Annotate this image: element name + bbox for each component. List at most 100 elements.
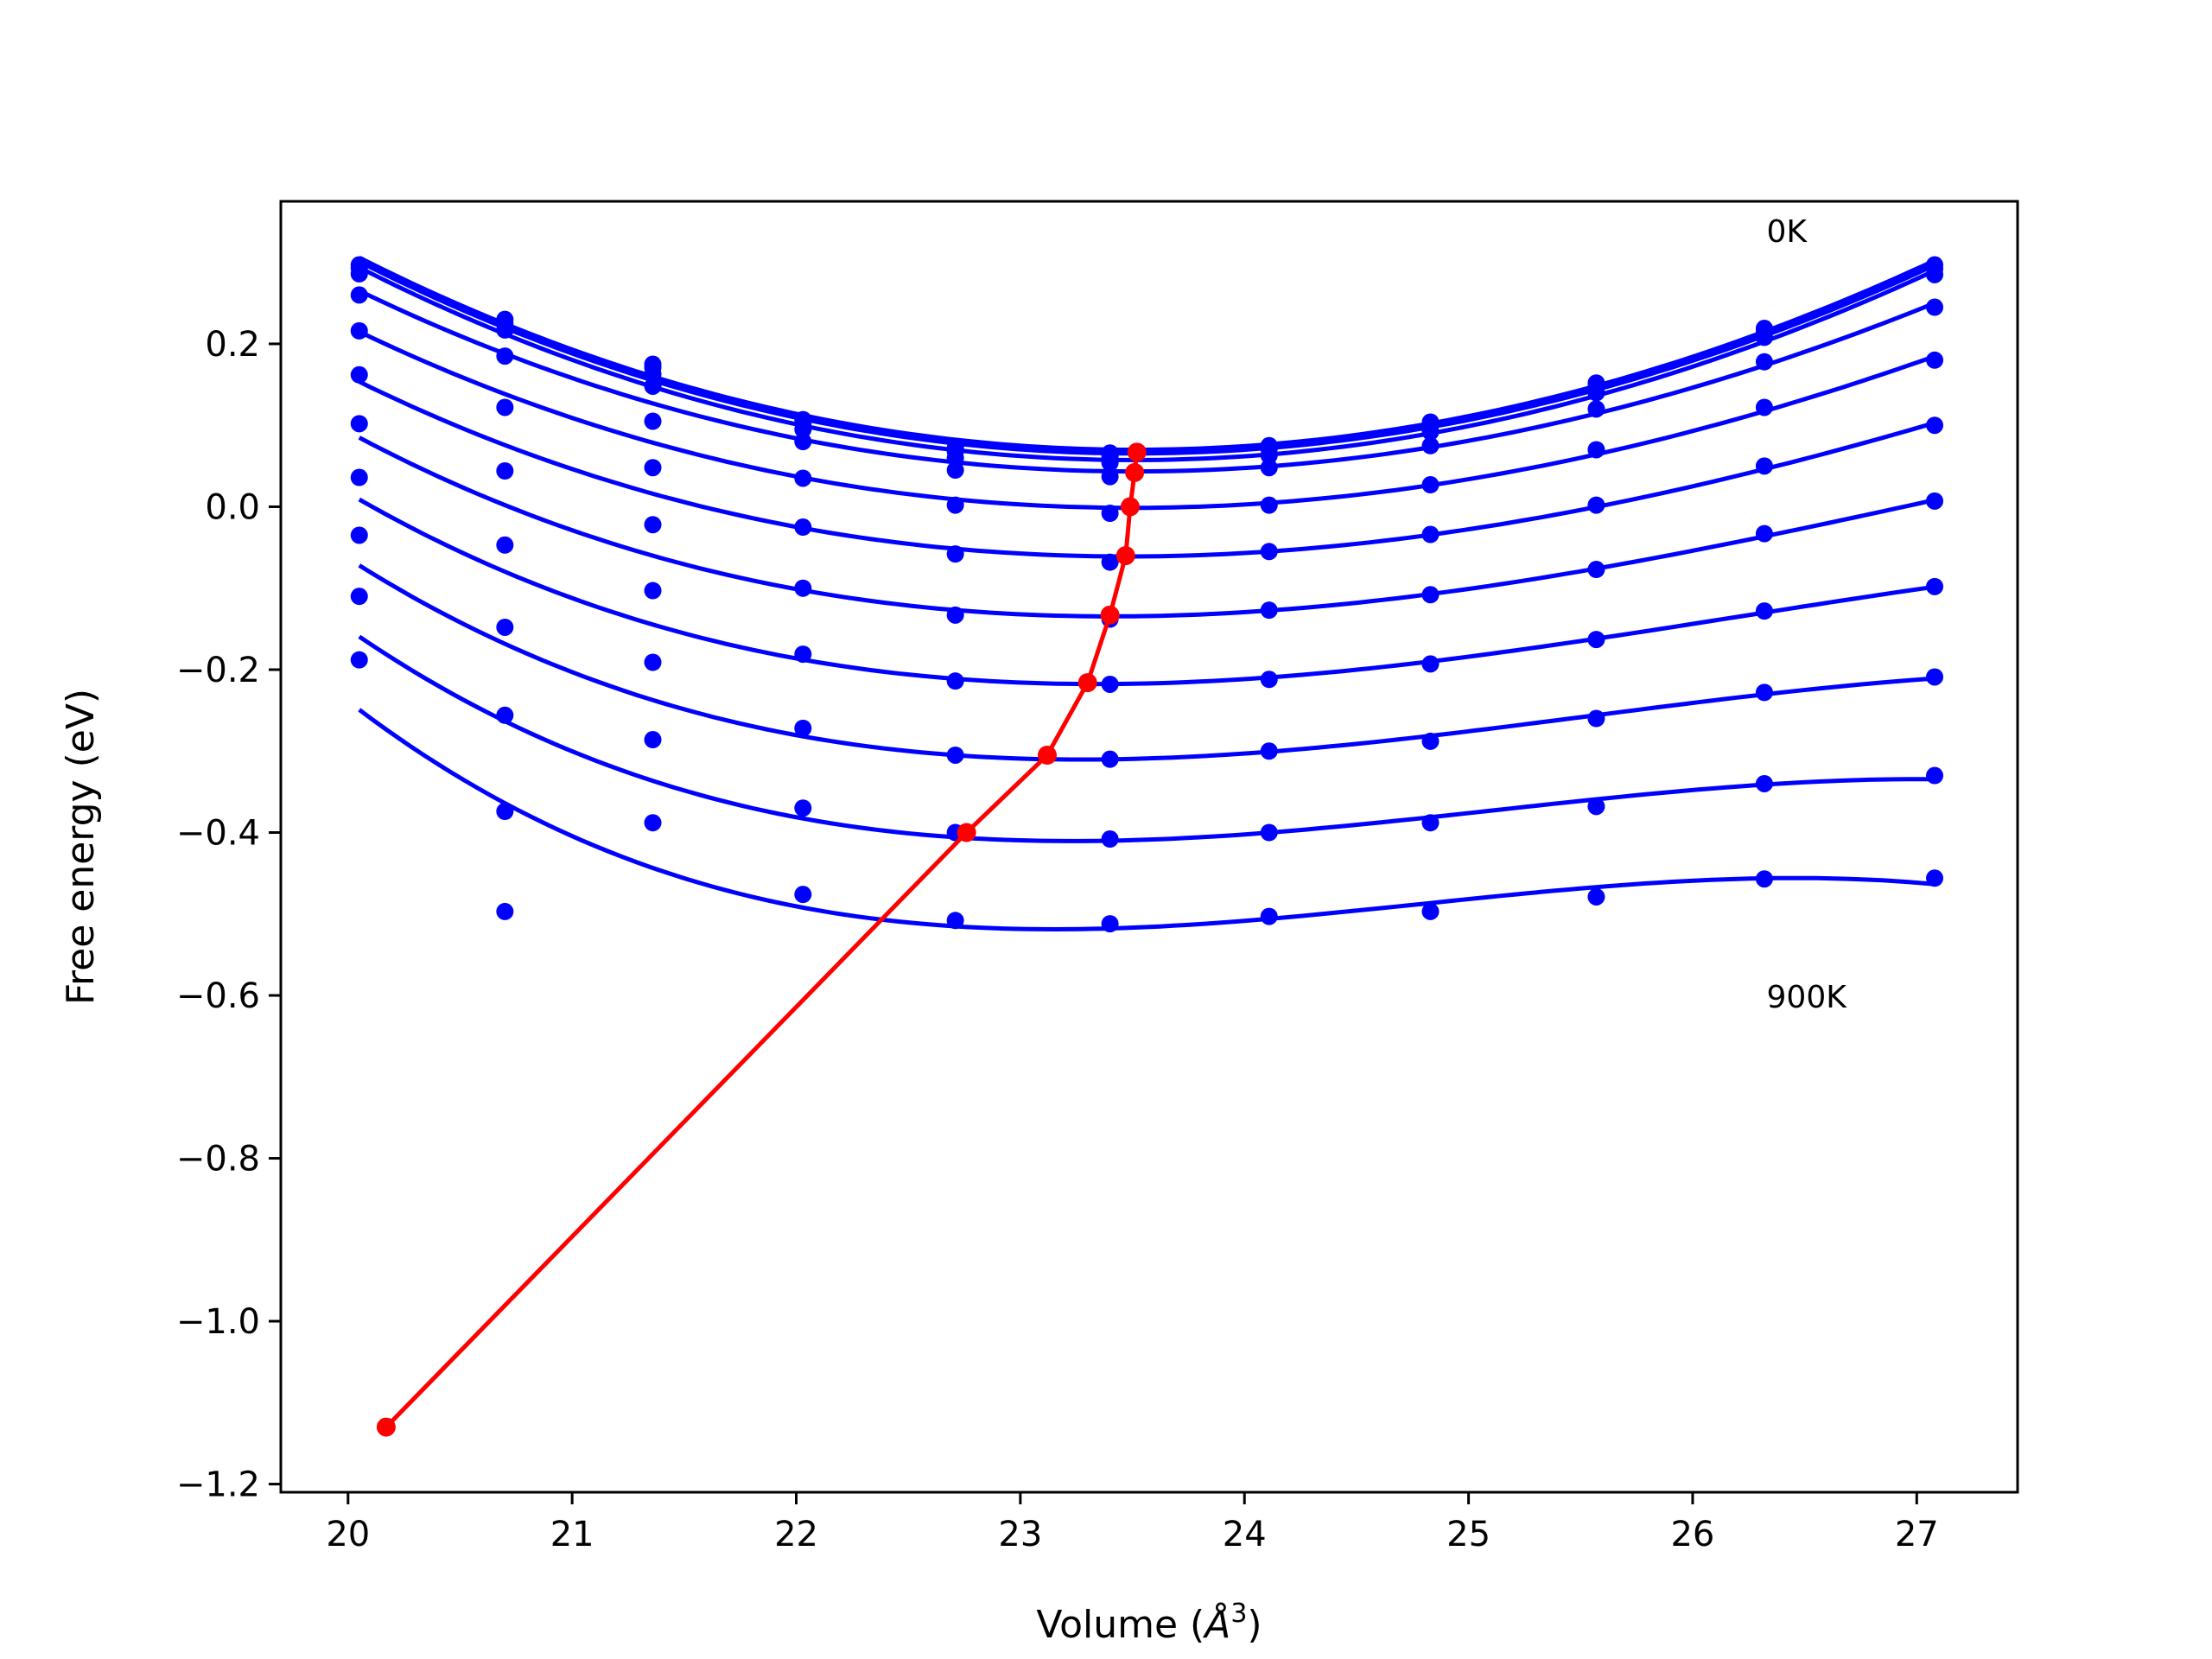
fitted-curves [358, 256, 1936, 932]
data-point [644, 653, 662, 671]
data-point [1587, 887, 1605, 906]
x-tick-label: 22 [774, 1515, 818, 1554]
data-point [1755, 353, 1773, 371]
x-tick-label: 26 [1670, 1515, 1714, 1554]
data-point [1101, 915, 1119, 933]
minimum-point [1127, 442, 1147, 462]
minima-path [376, 442, 1147, 1437]
x-tick-label: 27 [1895, 1515, 1939, 1554]
fit-curve [358, 259, 1936, 456]
data-point [1587, 384, 1605, 402]
y-tick-label: 0.2 [205, 325, 260, 365]
data-point [350, 588, 368, 606]
data-point [794, 645, 812, 664]
x-axis-unit: Å [1202, 1601, 1230, 1647]
data-point [794, 469, 812, 487]
fit-curve [358, 435, 1936, 619]
x-tick-label: 25 [1446, 1515, 1491, 1554]
data-point [496, 398, 514, 416]
data-point [496, 706, 514, 724]
data-point [946, 912, 964, 930]
data-point [1101, 553, 1119, 571]
plot-frame [279, 200, 2019, 1494]
data-point [1260, 742, 1278, 760]
data-point [644, 377, 662, 395]
y-tick-label: −0.4 [176, 814, 260, 854]
data-point [1260, 459, 1278, 477]
minimum-point [1120, 497, 1140, 517]
data-point [1421, 586, 1440, 604]
data-point [1926, 351, 1944, 369]
data-point [1101, 454, 1119, 472]
data-point [946, 461, 964, 480]
data-point [946, 545, 964, 563]
data-point [946, 448, 964, 467]
data-point [1101, 467, 1119, 486]
data-point [1587, 400, 1605, 418]
fit-curve [358, 256, 1936, 453]
data-point [794, 799, 812, 817]
data-point [1926, 492, 1944, 510]
data-point [644, 365, 662, 383]
data-point [1755, 683, 1773, 702]
x-tick-label: 24 [1223, 1515, 1267, 1554]
data-point [496, 461, 514, 480]
data-point [1926, 766, 1944, 785]
y-axis-ticks: −1.2 −1.0 −0.8 −0.6 −0.4 −0.2 0.0 0.2 [176, 325, 281, 1505]
data-point [1926, 577, 1944, 595]
data-point [644, 582, 662, 600]
data-point [794, 420, 812, 438]
data-point [1260, 601, 1278, 620]
data-point [1755, 457, 1773, 475]
annotation-900k: 900K [1767, 980, 1848, 1015]
data-point [350, 286, 368, 304]
data-point [496, 536, 514, 554]
fit-curve [358, 708, 1936, 932]
data-point [946, 672, 964, 690]
data-point [1755, 524, 1773, 543]
data-point [350, 468, 368, 486]
fit-curve [358, 634, 1935, 843]
data-point [1260, 671, 1278, 689]
data-point [1926, 869, 1944, 887]
fit-curve [358, 265, 1936, 462]
data-point [1260, 447, 1278, 465]
data-point [1587, 561, 1605, 579]
data-point [350, 264, 368, 283]
minimum-point [957, 823, 976, 842]
data-point [350, 526, 368, 544]
data-point [1421, 436, 1440, 454]
data-point [946, 496, 964, 514]
data-points [350, 256, 1944, 933]
data-point [946, 606, 964, 624]
x-tick-label: 23 [998, 1515, 1042, 1554]
data-point [794, 433, 812, 451]
data-point [1260, 823, 1278, 842]
minimum-point [1077, 673, 1097, 693]
minimum-point [1125, 462, 1145, 482]
data-point [1421, 655, 1440, 673]
x-axis-exponent: 3 [1230, 1599, 1247, 1629]
data-point [644, 731, 662, 749]
data-point [350, 651, 368, 669]
minimum-point [1037, 745, 1057, 765]
data-point [1101, 830, 1119, 849]
data-point [496, 347, 514, 365]
data-point [1421, 476, 1440, 494]
data-point [1587, 631, 1605, 649]
data-point [1101, 675, 1119, 693]
data-point [1260, 543, 1278, 561]
annotation-0k: 0K [1767, 214, 1808, 250]
fit-curve [358, 563, 1936, 762]
data-point [794, 579, 812, 597]
data-point [496, 902, 514, 920]
data-point [644, 814, 662, 832]
x-axis-ticks: 20 21 22 23 24 25 26 27 [326, 1492, 1939, 1554]
minimum-point [1116, 546, 1135, 566]
data-point [1260, 907, 1278, 925]
fit-curve [358, 289, 1936, 474]
data-point [794, 886, 812, 904]
data-point [1101, 505, 1119, 523]
data-point [1755, 774, 1773, 792]
